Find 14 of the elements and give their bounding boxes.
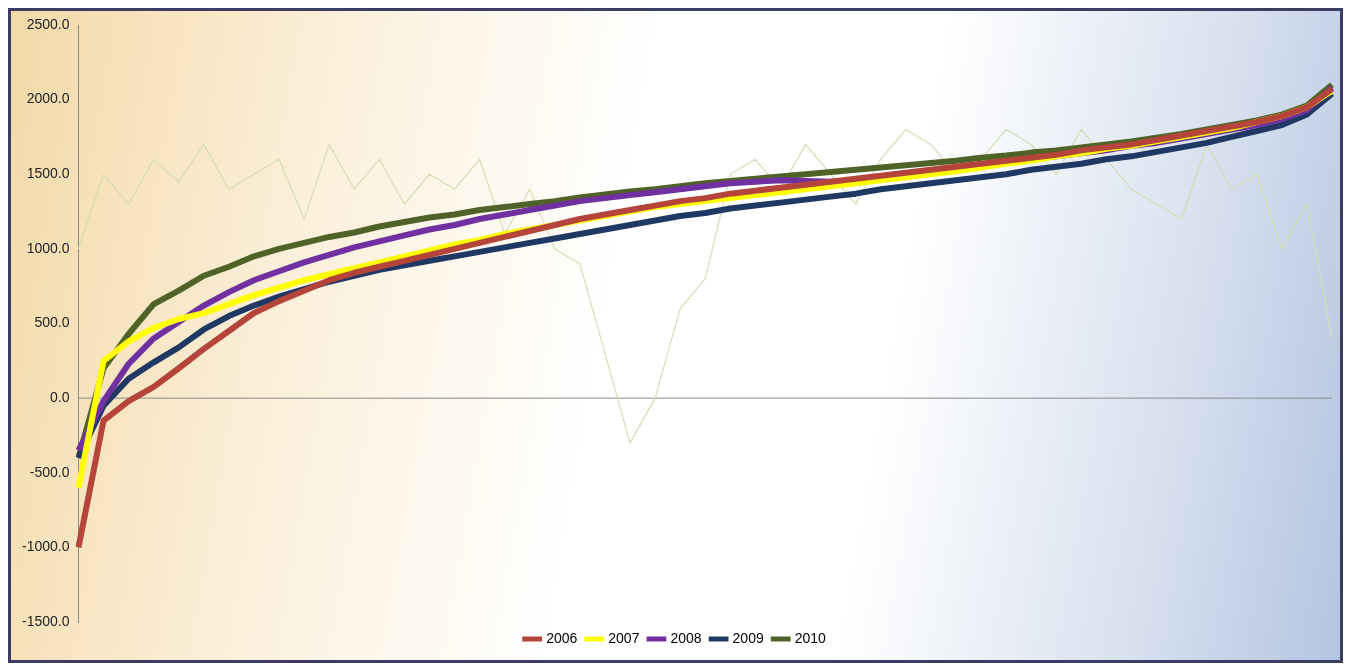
y-tick-label: 0.0 xyxy=(50,388,70,405)
y-tick-label: -1500.0 xyxy=(22,612,70,629)
legend-label: 2008 xyxy=(670,629,702,646)
y-tick-label: -500.0 xyxy=(29,463,70,480)
legend-label: 2006 xyxy=(546,629,578,646)
y-tick-label: 2500.0 xyxy=(26,15,70,32)
y-tick-label: 1000.0 xyxy=(26,239,70,256)
y-tick-label: 500.0 xyxy=(34,314,70,331)
legend-label: 2009 xyxy=(732,629,764,646)
legend-label: 2007 xyxy=(608,629,640,646)
y-tick-label: 2000.0 xyxy=(26,90,70,107)
y-tick-label: 1500.0 xyxy=(26,165,70,182)
y-tick-label: -1000.0 xyxy=(22,538,70,555)
legend-label: 2010 xyxy=(794,629,827,646)
